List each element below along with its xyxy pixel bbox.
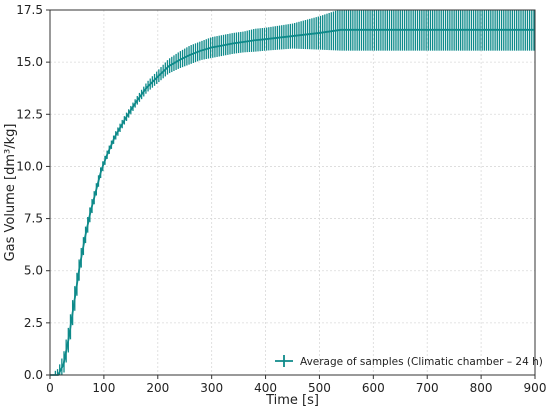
y-tick-label: 7.5 [24, 212, 43, 226]
y-ticks: 0.0 2.5 5.0 7.5 10.0 12.5 15.0 17.5 [16, 3, 50, 382]
series-line [50, 28, 535, 376]
x-tick-label: 200 [146, 381, 169, 395]
x-ticks: 0 100 200 300 400 500 600 700 800 900 [46, 375, 546, 395]
y-axis-label: Gas Volume [dm³/kg] [3, 124, 18, 262]
plot-frame [49, 9, 536, 376]
x-tick-label: 800 [470, 381, 493, 395]
x-tick-label: 600 [362, 381, 385, 395]
y-tick-label: 10.0 [16, 159, 43, 173]
x-axis-label: Time [s] [265, 393, 319, 408]
y-tick-label: 2.5 [24, 316, 43, 330]
y-tick-label: 5.0 [24, 264, 43, 278]
y-tick-label: 15.0 [16, 55, 43, 69]
y-tick-label: 0.0 [24, 368, 43, 382]
legend: Average of samples (Climatic chamber – 2… [275, 355, 543, 368]
y-tick-label: 17.5 [16, 3, 43, 17]
axes-frame [49, 9, 536, 376]
x-tick-label: 900 [524, 381, 547, 395]
x-tick-label: 0 [46, 381, 54, 395]
y-tick-label: 12.5 [16, 107, 43, 121]
grid [49, 9, 536, 376]
error-bars [54, 10, 535, 375]
x-tick-label: 700 [416, 381, 439, 395]
x-tick-label: 400 [254, 381, 277, 395]
x-tick-label: 300 [200, 381, 223, 395]
x-tick-label: 500 [308, 381, 331, 395]
x-tick-label: 100 [92, 381, 115, 395]
legend-label: Average of samples (Climatic chamber – 2… [300, 356, 543, 368]
